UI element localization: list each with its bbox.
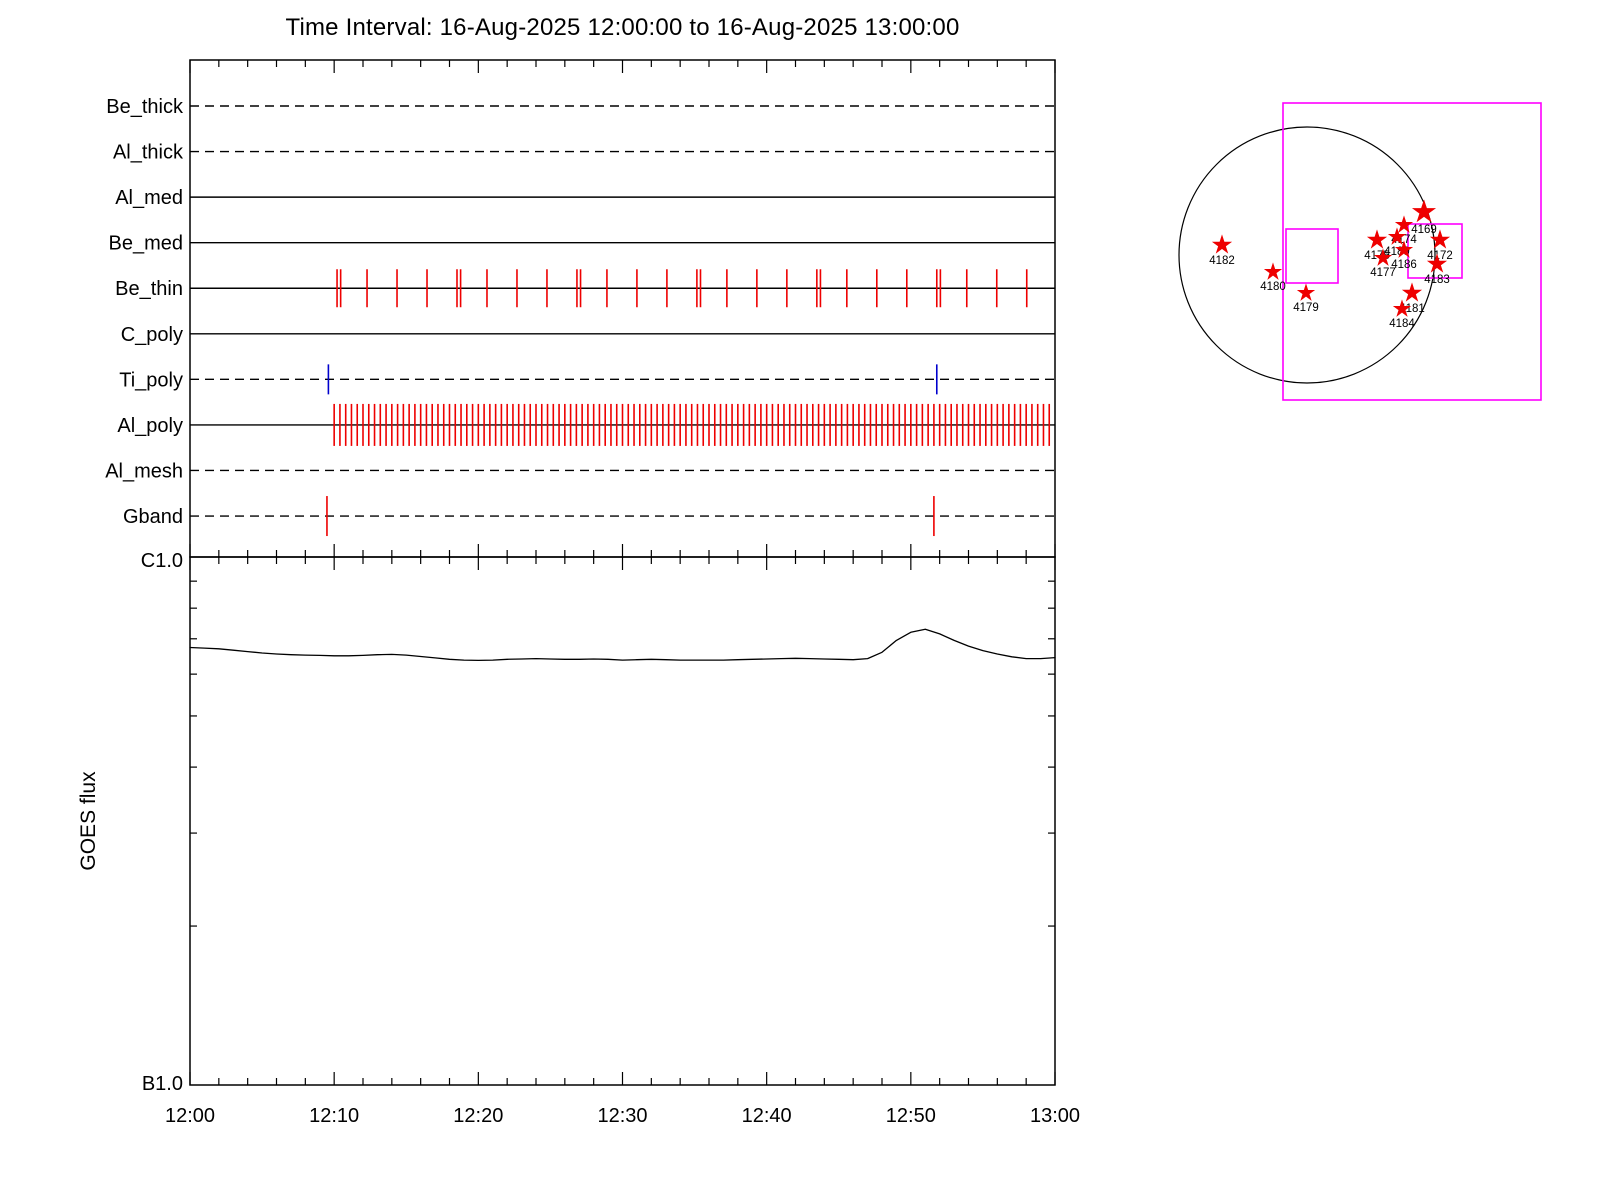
row-label-Al_med: Al_med (115, 187, 183, 209)
row-label-Al_mesh: Al_mesh (105, 460, 183, 482)
active-region-star-4181 (1401, 282, 1423, 302)
row-label-Al_poly: Al_poly (117, 415, 183, 437)
ar-label-4169: 4169 (1411, 224, 1437, 236)
row-label-Gband: Gband (123, 506, 183, 528)
active-region-star-4183 (1426, 253, 1448, 273)
x-axis-label: 12:20 (453, 1105, 503, 1127)
sun-disk (1178, 126, 1436, 384)
goes-flux-curve (189, 628, 1056, 662)
ar-label-4186: 4186 (1391, 259, 1417, 271)
x-axis-label: 12:50 (886, 1105, 936, 1127)
active-region-star-4177 (1373, 248, 1393, 266)
plot-title: Time Interval: 16-Aug-2025 12:00:00 to 1… (285, 14, 960, 41)
x-axis-label: 12:30 (597, 1105, 647, 1127)
fov-rect-2 (1407, 223, 1463, 279)
x-axis-label: 12:10 (309, 1105, 359, 1127)
ar-label-4172: 4172 (1427, 250, 1453, 262)
ar-label-4180: 4180 (1260, 281, 1286, 293)
active-region-star-4175 (1366, 229, 1388, 249)
y-label-bottom: B1.0 (142, 1073, 183, 1095)
ar-label-4184: 4184 (1389, 318, 1415, 330)
ar-label-4179: 4179 (1293, 302, 1319, 314)
ar-label-4183: 4183 (1424, 274, 1450, 286)
y-label-top: C1.0 (141, 550, 183, 572)
active-region-star-4189 (1387, 227, 1407, 245)
y-axis-title: GOES flux (77, 771, 100, 871)
fov-rect-0 (1282, 102, 1542, 401)
fov-rect-1 (1285, 228, 1339, 284)
x-axis-label: 13:00 (1030, 1105, 1080, 1127)
active-region-star-4179 (1296, 283, 1316, 301)
x-axis-label: 12:00 (165, 1105, 215, 1127)
ar-label-4177: 4177 (1370, 267, 1396, 279)
active-region-star-4169 (1411, 199, 1437, 223)
ar-label-4182: 4182 (1209, 255, 1235, 267)
row-label-Ti_poly: Ti_poly (119, 369, 183, 391)
row-label-Be_thick: Be_thick (106, 96, 184, 118)
active-region-star-4174 (1394, 215, 1414, 233)
row-label-Be_thin: Be_thin (115, 278, 183, 300)
row-label-Be_med: Be_med (109, 233, 184, 255)
row-label-Al_thick: Al_thick (113, 142, 184, 164)
active-region-star-4180 (1263, 262, 1283, 280)
row-label-C_poly: C_poly (121, 324, 183, 346)
active-region-star-4186 (1394, 240, 1414, 258)
x-axis-label: 12:40 (742, 1105, 792, 1127)
active-region-star-4172 (1429, 229, 1451, 249)
timeline-panel-border (189, 59, 1056, 558)
active-region-star-4182 (1211, 234, 1233, 254)
active-region-star-4184 (1392, 299, 1412, 317)
goes-panel-border (189, 556, 1056, 1086)
